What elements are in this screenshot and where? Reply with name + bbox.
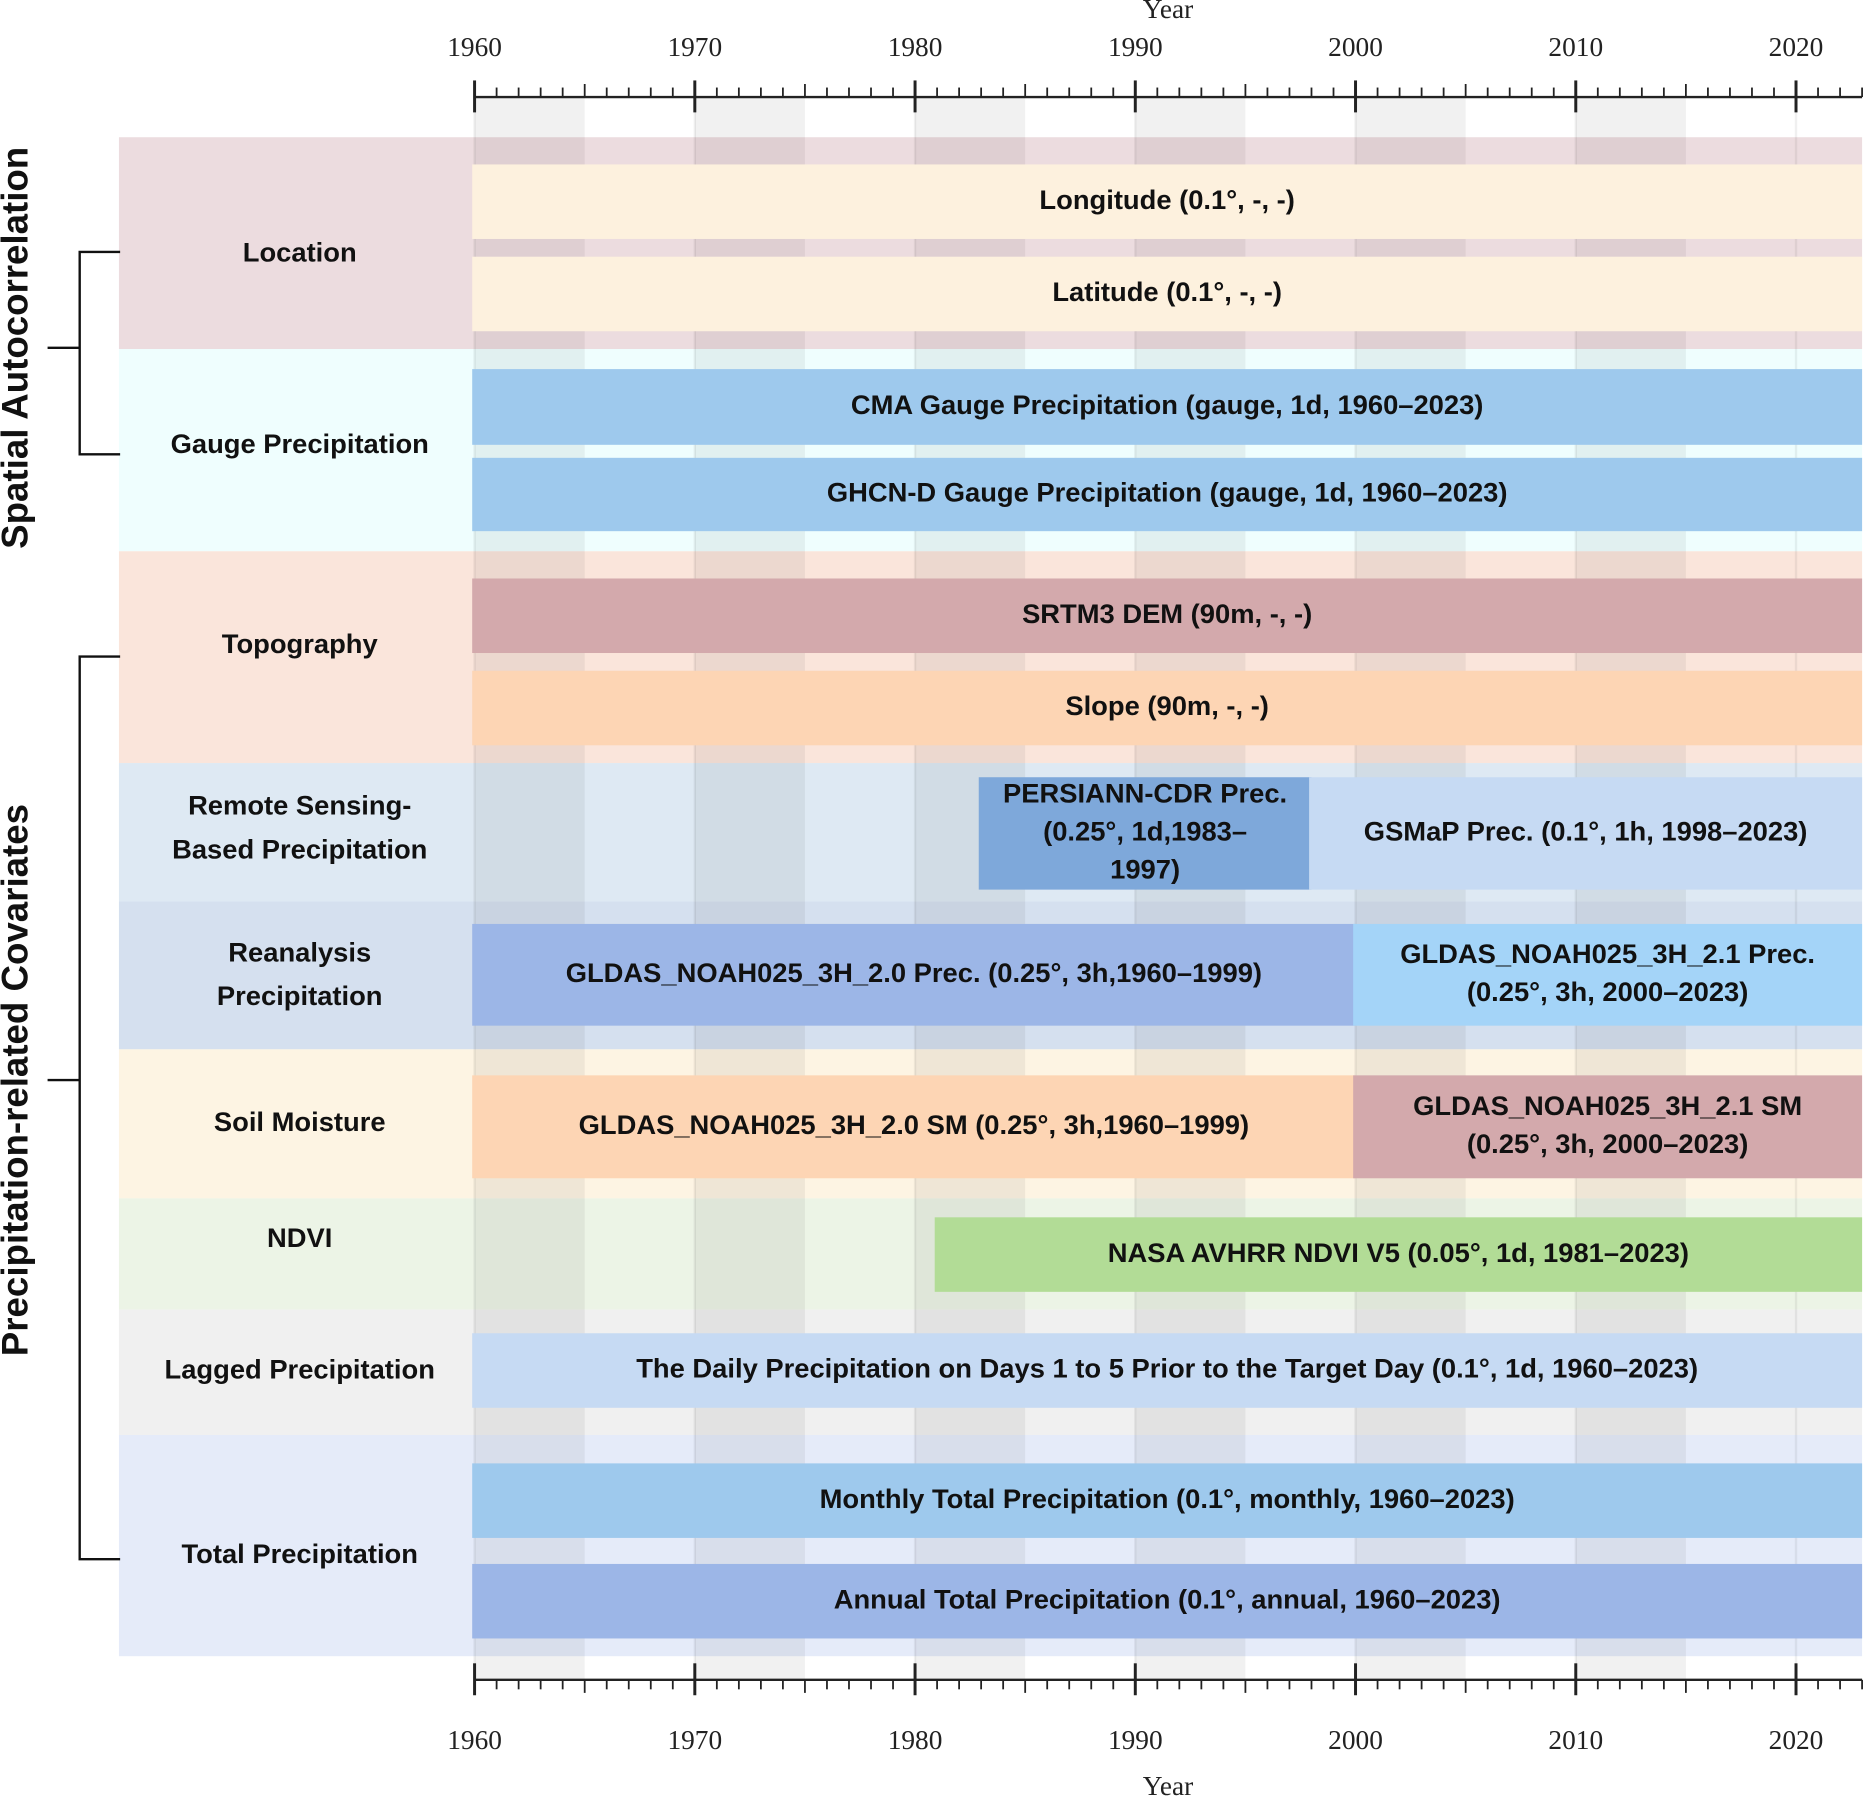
bar-label: GSMaP Prec. (0.1°, 1h, 1998–2023) [1364, 816, 1808, 847]
bar-label: GLDAS_NOAH025_3H_2.0 SM (0.25°, 3h,1960–… [579, 1109, 1249, 1140]
x-axis-title-top: Year [1143, 0, 1193, 24]
bar-label: (0.25°, 1d,1983– [1043, 816, 1247, 847]
group-label: Soil Moisture [214, 1106, 386, 1137]
bar-label: Latitude (0.1°, -, -) [1052, 276, 1282, 307]
group-label: Topography [222, 628, 379, 659]
bar-label: NASA AVHRR NDVI V5 (0.05°, 1d, 1981–2023… [1108, 1237, 1689, 1268]
bracket [47, 655, 121, 1561]
timeline-bar [472, 164, 1863, 239]
timeline-bar [472, 578, 1863, 654]
bar-label: The Daily Precipitation on Days 1 to 5 P… [636, 1353, 1698, 1384]
group-label: Lagged Precipitation [165, 1353, 435, 1384]
bar-label: Longitude (0.1°, -, -) [1039, 184, 1294, 215]
x-tick-label: 1990 [1108, 32, 1163, 62]
timeline-bar [472, 1463, 1863, 1538]
x-axis-title-bottom: Year [1143, 1771, 1193, 1801]
group-label: Gauge Precipitation [171, 428, 429, 459]
group-label: Total Precipitation [182, 1538, 418, 1569]
timeline-bar [472, 256, 1863, 332]
bar-label: PERSIANN-CDR Prec. [1003, 778, 1287, 809]
shade-band [694, 97, 805, 1680]
category-label: Precipitation-related Covariates [0, 804, 36, 1356]
x-tick-label: 2010 [1548, 32, 1603, 62]
bar-label: Monthly Total Precipitation (0.1°, month… [820, 1483, 1515, 1514]
x-tick-label: 2020 [1769, 32, 1824, 62]
timeline-bar [934, 1217, 1863, 1292]
timeline-bar [472, 457, 1863, 532]
bar-label: SRTM3 DEM (90m, -, -) [1022, 598, 1312, 629]
x-tick-label: 1980 [888, 32, 943, 62]
bar-label: GLDAS_NOAH025_3H_2.1 Prec. [1400, 938, 1815, 969]
shade-band [474, 97, 585, 1680]
x-tick-label: 1970 [667, 32, 722, 62]
group-label: Based Precipitation [172, 833, 427, 864]
x-tick-label: 1990 [1108, 1725, 1163, 1755]
timeline-bar [472, 670, 1863, 746]
group-label: Reanalysis [228, 936, 371, 967]
bar-label: GLDAS_NOAH025_3H_2.1 SM [1413, 1090, 1802, 1121]
group-label: Location [243, 237, 357, 268]
x-tick-label: 2010 [1548, 1725, 1603, 1755]
timeline-bar [472, 923, 1356, 1026]
timeline-bar [1353, 1075, 1863, 1179]
bar-label: Annual Total Precipitation (0.1°, annual… [834, 1583, 1501, 1614]
bar-label: 1997) [1110, 854, 1180, 885]
x-tick-label: 2000 [1328, 1725, 1383, 1755]
timeline-bar [472, 1563, 1863, 1639]
x-tick-label: 2000 [1328, 32, 1383, 62]
timeline-bar [1353, 923, 1863, 1026]
bar-label: GLDAS_NOAH025_3H_2.0 Prec. (0.25°, 3h,19… [566, 957, 1262, 988]
x-tick-label: 1980 [888, 1725, 943, 1755]
x-tick-label: 2020 [1769, 1725, 1824, 1755]
x-tick-label: 1960 [447, 32, 502, 62]
timeline-bar [472, 369, 1863, 445]
timeline-bar [1309, 777, 1863, 890]
group-label: Precipitation [217, 980, 383, 1011]
x-tick-label: 1970 [667, 1725, 722, 1755]
timeline-bar [978, 777, 1312, 890]
group-label: Remote Sensing- [188, 790, 411, 821]
bracket [47, 250, 121, 456]
group-label: NDVI [267, 1222, 332, 1253]
bar-label: GHCN-D Gauge Precipitation (gauge, 1d, 1… [827, 477, 1508, 508]
x-tick-label: 1960 [447, 1725, 502, 1755]
timeline-bar [472, 1333, 1863, 1408]
bar-label: Slope (90m, -, -) [1065, 690, 1269, 721]
bar-label: (0.25°, 3h, 2000–2023) [1467, 976, 1748, 1007]
bar-label: (0.25°, 3h, 2000–2023) [1467, 1128, 1748, 1159]
bar-label: CMA Gauge Precipitation (gauge, 1d, 1960… [851, 389, 1484, 420]
category-label: Spatial Autocorrelation [0, 147, 36, 549]
timeline-bar [472, 1075, 1356, 1179]
